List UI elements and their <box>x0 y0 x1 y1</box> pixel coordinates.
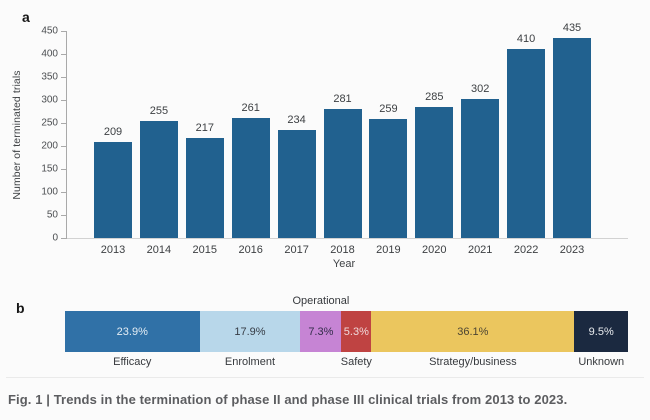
y-tick-label: 200 <box>41 140 58 152</box>
y-tick-mark <box>61 31 67 32</box>
bar-value-label: 302 <box>471 83 490 96</box>
y-axis-title: Number of terminated trials <box>11 70 23 200</box>
bar-value-label: 259 <box>379 102 398 115</box>
panel-a-letter: a <box>22 9 30 25</box>
x-tick-label: 2022 <box>513 244 539 256</box>
bar-2015 <box>185 138 224 238</box>
bar-2014 <box>139 120 178 238</box>
segment-label-operational: Operational <box>292 295 350 307</box>
y-tick-label: 350 <box>41 71 58 83</box>
y-tick-mark <box>61 123 67 124</box>
bar-2017 <box>277 130 316 238</box>
y-tick-label: 150 <box>41 163 58 175</box>
x-tick-label: 2014 <box>146 244 172 256</box>
segment-safety: 5.3% <box>341 311 372 352</box>
bar-value-label: 217 <box>195 122 214 135</box>
panel-b-letter: b <box>16 300 25 316</box>
termination-reasons-stacked-bar: 23.9% 17.9% 7.3% 5.3% 36.1% 9.5% <box>65 311 628 352</box>
x-tick-label: 2016 <box>238 244 263 256</box>
y-tick-mark <box>61 238 67 239</box>
bar-value-label: 285 <box>425 90 444 103</box>
y-tick-mark <box>61 77 67 78</box>
bar-value-label: 261 <box>241 101 260 114</box>
x-tick-label: 2021 <box>467 244 493 256</box>
segment-label-unknown: Unknown <box>578 356 625 368</box>
y-tick-label: 250 <box>41 117 58 129</box>
bar-2020 <box>415 106 454 238</box>
x-tick-label: 2015 <box>192 244 218 256</box>
bar-2022 <box>507 49 546 238</box>
x-tick-label: 2020 <box>422 244 447 256</box>
segment-strategy-business: 36.1% <box>371 311 575 352</box>
x-tick-label: 2019 <box>376 244 401 256</box>
x-tick-label: 2018 <box>330 244 355 256</box>
segment-efficacy: 23.9% <box>65 311 200 352</box>
y-tick-mark <box>61 146 67 147</box>
x-axis-title: Year <box>332 258 356 270</box>
segment-enrolment: 17.9% <box>199 311 301 352</box>
y-tick-label: 0 <box>52 232 58 244</box>
segment-unknown: 9.5% <box>574 311 628 352</box>
bar-value-label: 209 <box>103 125 123 138</box>
segment-label-strategy-business: Strategy/business <box>429 356 517 368</box>
y-tick-label: 100 <box>41 186 58 198</box>
y-tick-label: 450 <box>41 25 58 37</box>
bar-2016 <box>231 117 270 238</box>
segment-label-safety: Safety <box>340 356 372 368</box>
y-tick-mark <box>61 192 67 193</box>
x-tick-label: 2023 <box>559 244 585 256</box>
y-tick-mark <box>61 54 67 55</box>
terminated-trials-bar-chart: 0 50 100 150 200 250 300 350 400 450 209 2013 255 201… <box>41 22 628 256</box>
y-tick-mark <box>61 169 67 170</box>
bar-2019 <box>369 118 408 238</box>
bar-value-label: 281 <box>333 92 352 105</box>
x-tick-label: 2017 <box>284 244 309 256</box>
y-tick-label: 50 <box>46 209 58 221</box>
bar-2018 <box>323 108 362 238</box>
y-tick-label: 300 <box>41 94 58 106</box>
figure-caption: Fig. 1 | Trends in the termination of ph… <box>8 392 568 407</box>
bar-value-label: 410 <box>516 33 536 46</box>
segment-operational: 7.3% <box>300 311 342 352</box>
bar-value-label: 234 <box>287 114 306 127</box>
y-tick-mark <box>61 100 67 101</box>
bar-2013 <box>94 141 132 238</box>
y-tick-mark <box>61 215 67 216</box>
segment-label-enrolment: Enrolment <box>224 356 276 368</box>
y-tick-label: 400 <box>41 48 58 60</box>
bar-value-label: 255 <box>149 104 169 117</box>
bar-value-label: 435 <box>562 21 582 34</box>
bar-2023 <box>553 37 591 238</box>
bar-2021 <box>461 99 500 238</box>
divider-line <box>6 377 644 378</box>
x-tick-label: 2013 <box>100 244 126 256</box>
segment-label-efficacy: Efficacy <box>113 356 152 368</box>
